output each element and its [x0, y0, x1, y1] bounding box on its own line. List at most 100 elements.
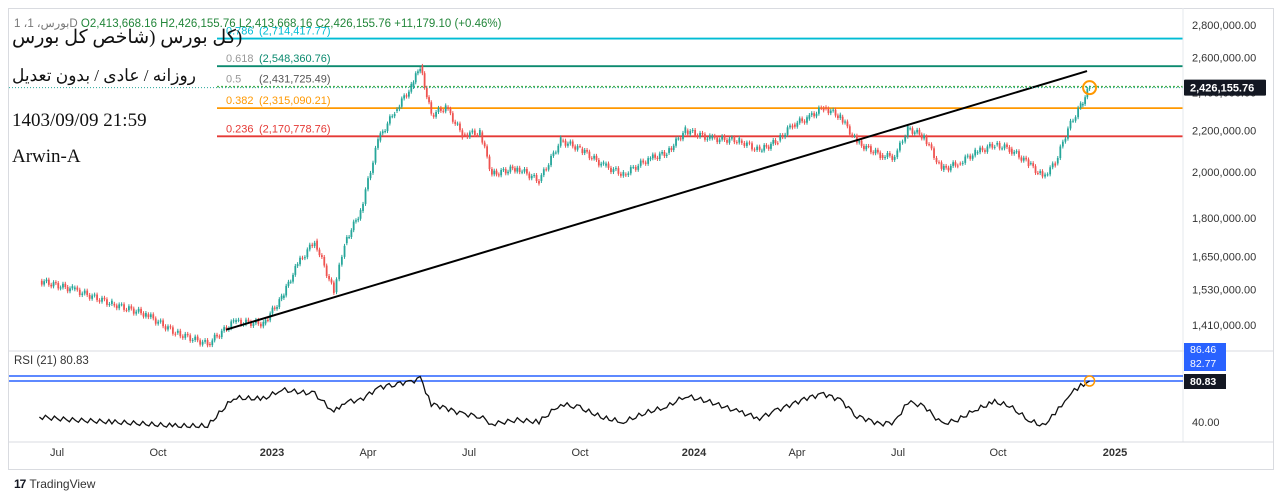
price-candle [654, 154, 657, 158]
price-candle [483, 142, 486, 147]
price-candle [1013, 151, 1016, 154]
price-candle [663, 152, 666, 157]
price-candle [1036, 172, 1039, 174]
price-candle [770, 143, 772, 149]
price-candle [444, 105, 447, 112]
price-candle [820, 107, 823, 109]
price-candle [55, 282, 57, 284]
time-axis-label: 2025 [1103, 447, 1127, 459]
price-axis-label: 2,000,000.00 [1192, 167, 1256, 179]
price-candle [447, 107, 449, 109]
price-candle [352, 221, 355, 231]
price-candle [181, 336, 184, 338]
rsi-legend: RSI (21) 80.83 [14, 355, 89, 367]
price-candle [971, 155, 974, 159]
price-candle [699, 132, 701, 137]
price-candle [735, 142, 738, 144]
price-candle [684, 127, 687, 133]
price-candle [147, 314, 150, 318]
price-candle [846, 121, 849, 127]
price-candle [391, 116, 394, 118]
price-candle [839, 114, 842, 119]
price-candle [991, 143, 994, 148]
price-candle [488, 156, 491, 170]
price-candle [530, 175, 533, 179]
price-candle [713, 135, 716, 138]
price-candle [670, 148, 673, 151]
price-candle [393, 113, 396, 117]
tradingview-logo-icon: 17 [14, 477, 26, 491]
price-candle [893, 156, 896, 160]
price-candle [247, 319, 250, 322]
price-candle [118, 304, 121, 309]
price-candle [884, 157, 886, 159]
price-candle [428, 97, 430, 103]
price-candle [325, 265, 328, 277]
price-candle [199, 340, 202, 345]
price-candle [781, 135, 784, 138]
price-candle [622, 172, 625, 176]
price-candle [738, 137, 741, 143]
price-candle [454, 121, 457, 124]
price-candle [595, 155, 598, 160]
price-candle [313, 242, 316, 247]
price-candle [765, 145, 768, 147]
price-candle [872, 152, 875, 154]
price-candle [981, 147, 984, 151]
price-candle [763, 145, 766, 151]
price-candle [1088, 87, 1091, 89]
price-candle [96, 294, 98, 301]
price-candle [786, 127, 789, 135]
price-candle [495, 170, 498, 175]
price-candle [706, 138, 709, 140]
price-candle [340, 256, 343, 265]
price-candle [691, 129, 694, 132]
price-candle [956, 165, 959, 167]
last-price-tag [1184, 79, 1266, 96]
price-candle [59, 287, 62, 289]
price-candle [213, 334, 216, 341]
price-candle [918, 129, 921, 135]
price-candle [740, 140, 743, 143]
price-candle [191, 339, 194, 341]
price-candle [789, 125, 791, 128]
price-candle [542, 169, 545, 176]
price-candle [220, 330, 223, 338]
price-candle [998, 142, 1001, 149]
price-candle [1003, 144, 1006, 149]
price-candle [285, 285, 288, 296]
trend-line [225, 70, 1088, 331]
price-candle [292, 274, 294, 282]
price-candle [362, 203, 364, 211]
price-candle [661, 152, 663, 154]
price-candle [672, 145, 675, 151]
fib-level-price: (2,431,725.49) [259, 74, 331, 86]
price-candle [223, 327, 226, 331]
price-candle [533, 175, 536, 177]
price-candle [299, 257, 301, 265]
change-value: +11,179.10 (+0.46%) [394, 18, 502, 30]
fib-level-price: (2,315,090.21) [259, 95, 331, 107]
price-candle [412, 82, 415, 87]
price-candle [345, 237, 348, 244]
price-candle [130, 306, 133, 309]
fib-level-price: (2,714,417.77) [259, 26, 331, 38]
price-candle [896, 150, 899, 158]
price-candle [694, 129, 697, 136]
price-candle [507, 171, 509, 174]
price-candle [731, 137, 733, 139]
fib-level-ratio: 0.5 [226, 74, 241, 86]
tradingview-branding[interactable]: 17 TradingView [14, 477, 95, 491]
price-candle [509, 166, 512, 172]
price-candle [1079, 103, 1082, 108]
price-candle [332, 282, 335, 293]
price-candle [123, 304, 125, 310]
price-candle [271, 307, 274, 314]
price-candle [282, 295, 285, 298]
price-candle [879, 152, 882, 159]
price-candle [911, 128, 914, 134]
price-candle [142, 313, 145, 317]
price-axis-label: 2,600,000.00 [1192, 52, 1256, 64]
price-candle [793, 124, 796, 127]
